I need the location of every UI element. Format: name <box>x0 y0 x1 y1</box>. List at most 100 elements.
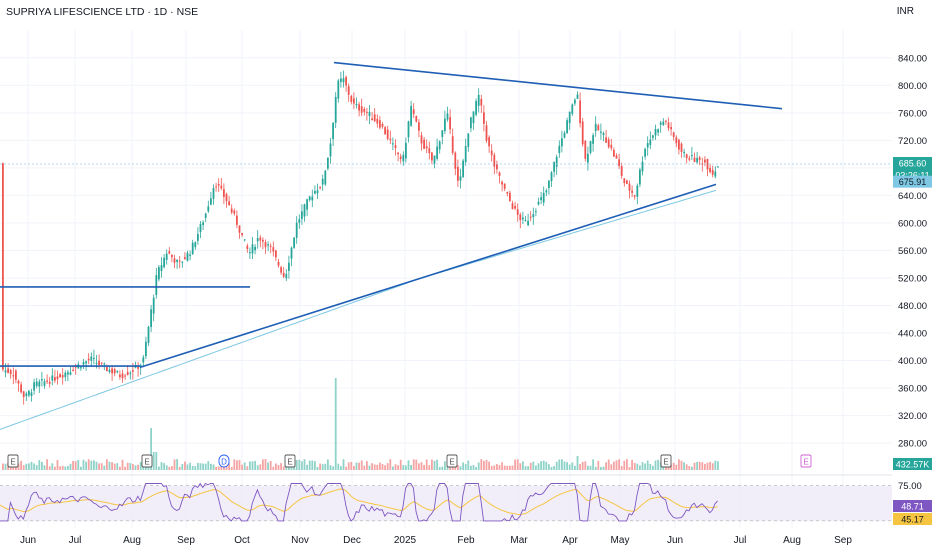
candle-body <box>490 150 493 156</box>
volume-bar <box>168 466 171 470</box>
candle-body <box>132 370 134 372</box>
volume-bar <box>119 466 121 470</box>
candle-body <box>366 111 368 113</box>
volume-bar <box>574 465 576 470</box>
candle-body <box>574 99 576 104</box>
candle-body <box>613 149 615 157</box>
candle-body <box>680 143 683 152</box>
volume-bar <box>550 466 553 470</box>
earnings-marker-label: E <box>10 458 15 467</box>
candle-body <box>527 220 529 226</box>
volume-bar <box>67 465 69 470</box>
candle-body <box>415 116 418 122</box>
volume-bar <box>407 460 410 470</box>
volume-bar <box>280 463 282 470</box>
candle-body <box>210 198 212 205</box>
volume-bar <box>267 462 269 470</box>
candle-body <box>22 391 25 397</box>
volume-bar <box>137 464 139 470</box>
last-price-tag-bg <box>893 157 932 170</box>
volume-bar <box>672 462 675 470</box>
candle-body <box>386 129 389 139</box>
price-tick-label: 520.00 <box>898 273 927 284</box>
candle-body <box>4 370 7 373</box>
volume-bar <box>644 463 646 470</box>
volume-bar <box>33 463 35 470</box>
candle-body <box>355 104 358 106</box>
volume-bar <box>306 464 308 470</box>
candle-body <box>594 123 597 132</box>
volume-bar <box>72 460 74 470</box>
volume-bar <box>51 463 54 470</box>
volume-bar <box>711 463 714 470</box>
candle-body <box>379 120 381 128</box>
volume-bar <box>150 428 152 470</box>
earnings-marker <box>284 454 296 468</box>
countdown-tag: 03:26:11 <box>895 171 929 181</box>
candle-body <box>30 392 33 396</box>
candle-body <box>280 267 282 273</box>
volume-bar <box>381 464 384 470</box>
volume-bar <box>670 464 672 470</box>
candle-body <box>9 370 12 375</box>
x-tick-label: Nov <box>291 535 309 546</box>
volume-bar <box>241 464 243 470</box>
x-tick-label: 2025 <box>394 535 417 546</box>
candle-body <box>202 222 204 225</box>
volume-bar <box>532 461 535 470</box>
volume-bar <box>613 461 615 470</box>
candle-body <box>363 108 366 112</box>
volume-bar <box>17 463 20 470</box>
volume-bar <box>301 461 303 470</box>
candle-body <box>194 242 197 248</box>
volume-bar <box>584 461 587 470</box>
volume-bar <box>602 466 605 470</box>
candle-body <box>301 211 303 219</box>
volume-bar <box>108 461 111 470</box>
candle-body <box>168 251 171 254</box>
x-tick-label: Sep <box>834 535 852 546</box>
volume-bar <box>511 465 514 470</box>
volume-bar <box>433 460 436 470</box>
candle-body <box>51 375 54 381</box>
candle-body <box>462 160 464 177</box>
volume-bar <box>303 459 306 470</box>
volume-bar <box>459 466 462 470</box>
candle-body <box>628 183 631 191</box>
candle-body <box>347 86 350 95</box>
volume-bar <box>420 462 423 470</box>
volume-bar <box>379 462 381 470</box>
candle-body <box>467 133 470 147</box>
volume-bar <box>152 452 155 470</box>
volume-bar <box>696 461 698 470</box>
volume-bar <box>2 463 4 470</box>
volume-bar <box>181 464 184 470</box>
volume-bar <box>132 463 134 470</box>
price-tick-label: 320.00 <box>898 411 927 422</box>
x-tick-label: Jun <box>20 535 36 546</box>
candle-body <box>332 122 334 140</box>
volume-bar <box>246 466 249 470</box>
candle-body <box>228 201 230 206</box>
volume-bar <box>262 459 264 470</box>
x-tick-label: Apr <box>562 535 578 546</box>
volume-bar <box>194 466 197 470</box>
candle-body <box>100 362 103 364</box>
volume-bar <box>631 459 633 470</box>
volume-bar <box>269 460 272 470</box>
earnings-marker-label: D <box>221 458 227 467</box>
candle-body <box>714 171 717 177</box>
volume-bar <box>228 463 230 470</box>
volume-bar <box>116 463 119 470</box>
candle-body <box>238 225 241 233</box>
candle-body <box>298 219 301 223</box>
rsi-line <box>0 482 718 522</box>
candle-body <box>160 265 163 272</box>
volume-bar <box>184 461 186 470</box>
volume-bar <box>277 465 280 470</box>
candle-body <box>519 214 522 221</box>
candle-body <box>558 145 561 154</box>
volume-bar <box>436 459 438 470</box>
price-tick-label: 400.00 <box>898 356 927 367</box>
